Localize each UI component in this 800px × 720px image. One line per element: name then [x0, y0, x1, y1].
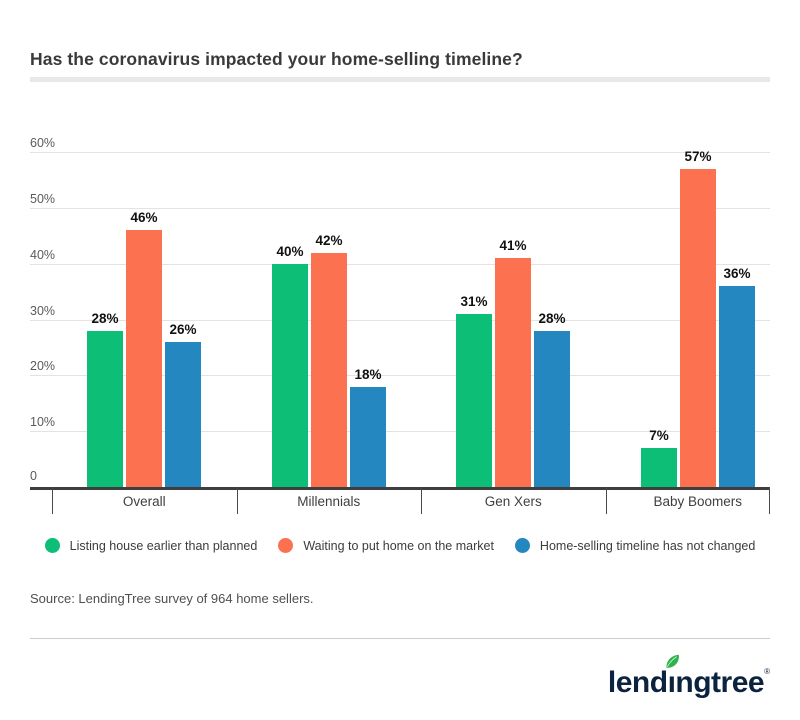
bar-value-label: 40% — [276, 244, 304, 259]
bar-value-label: 41% — [499, 238, 527, 253]
title-divider — [30, 77, 770, 82]
source-note: Source: LendingTree survey of 964 home s… — [30, 591, 314, 606]
legend-dot-icon — [514, 538, 530, 553]
bar — [719, 286, 755, 487]
x-axis-line — [30, 487, 770, 490]
bar — [680, 169, 716, 487]
bar-value-label: 36% — [723, 266, 751, 281]
category-label: Baby Boomers — [653, 494, 743, 509]
bar-value-label: 18% — [354, 367, 382, 382]
gridline — [30, 263, 770, 265]
legend-label: Waiting to put home on the market — [303, 538, 494, 553]
bar-value-label: 42% — [315, 233, 343, 248]
y-tick-label: 40% — [30, 247, 56, 262]
y-tick-label: 0 — [30, 469, 37, 483]
chart-legend: Listing house earlier than planned Waitin… — [30, 538, 770, 553]
category-label: Gen Xers — [484, 494, 542, 509]
bar — [495, 258, 531, 487]
category-label: Overall — [122, 494, 166, 509]
y-tick-label: 60% — [30, 136, 56, 151]
bar — [87, 331, 123, 487]
logo-letter-i: ı — [666, 654, 679, 698]
gridline — [30, 375, 770, 377]
chart-title: Has the coronavirus impacted your home-s… — [30, 49, 523, 69]
footer-divider — [30, 638, 770, 639]
bar — [126, 230, 162, 487]
legend-item: Listing house earlier than planned — [44, 538, 258, 553]
bar-value-label: 7% — [649, 428, 669, 443]
category-label: Millennials — [297, 494, 361, 509]
legend-item: Waiting to put home on the market — [278, 538, 494, 553]
legend-item: Home-selling timeline has not changed — [514, 538, 756, 553]
bar — [534, 331, 570, 487]
gridline — [30, 319, 770, 321]
y-tick-label: 10% — [30, 415, 56, 430]
gridline — [30, 208, 770, 209]
bar — [350, 387, 386, 487]
bar — [311, 253, 347, 487]
legend-label: Home-selling timeline has not changed — [539, 538, 756, 553]
axis-tick — [52, 487, 53, 514]
bar-value-label: 28% — [91, 311, 119, 326]
gridline — [30, 152, 770, 154]
legend-label: Listing house earlier than planned — [69, 538, 258, 553]
legend-dot-icon — [44, 538, 60, 553]
logo-text-part2: ngtree — [675, 666, 765, 699]
bar-chart-plot-area: 10% 20% 30% 40% 50% 60% 0 Overall Millennials Gen… — [30, 136, 770, 514]
bar — [641, 448, 677, 487]
axis-tick — [769, 487, 770, 514]
bar-value-label: 26% — [169, 322, 197, 337]
axis-tick — [421, 487, 422, 514]
axis-tick — [236, 487, 238, 514]
registered-trademark: ® — [764, 667, 770, 676]
leaf-icon — [666, 654, 679, 668]
y-tick-label: 50% — [30, 192, 56, 206]
gridline — [30, 431, 770, 433]
lendingtree-logo: lendı ngtree® — [607, 654, 770, 699]
logo-text-part1: lend — [607, 666, 668, 699]
bar-value-label: 28% — [538, 311, 566, 326]
bar-value-label: 46% — [130, 210, 158, 225]
legend-dot-icon — [278, 538, 294, 553]
bar — [165, 342, 201, 487]
bar-value-label: 57% — [684, 149, 712, 164]
y-tick-label: 20% — [30, 359, 56, 374]
axis-tick — [605, 487, 607, 514]
bar-value-label: 31% — [460, 294, 488, 309]
y-tick-label: 30% — [30, 303, 56, 318]
bar — [456, 314, 492, 487]
bar — [272, 264, 308, 487]
